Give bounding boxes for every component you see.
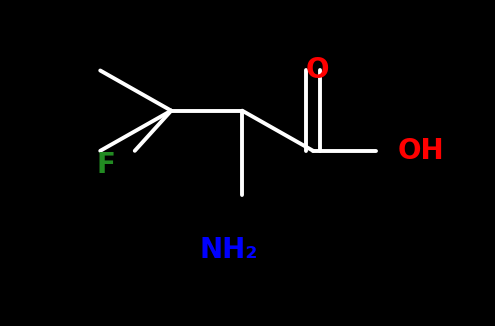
- Text: F: F: [97, 151, 115, 179]
- Text: OH: OH: [397, 137, 444, 165]
- Text: NH₂: NH₂: [199, 236, 258, 264]
- Text: O: O: [305, 56, 329, 84]
